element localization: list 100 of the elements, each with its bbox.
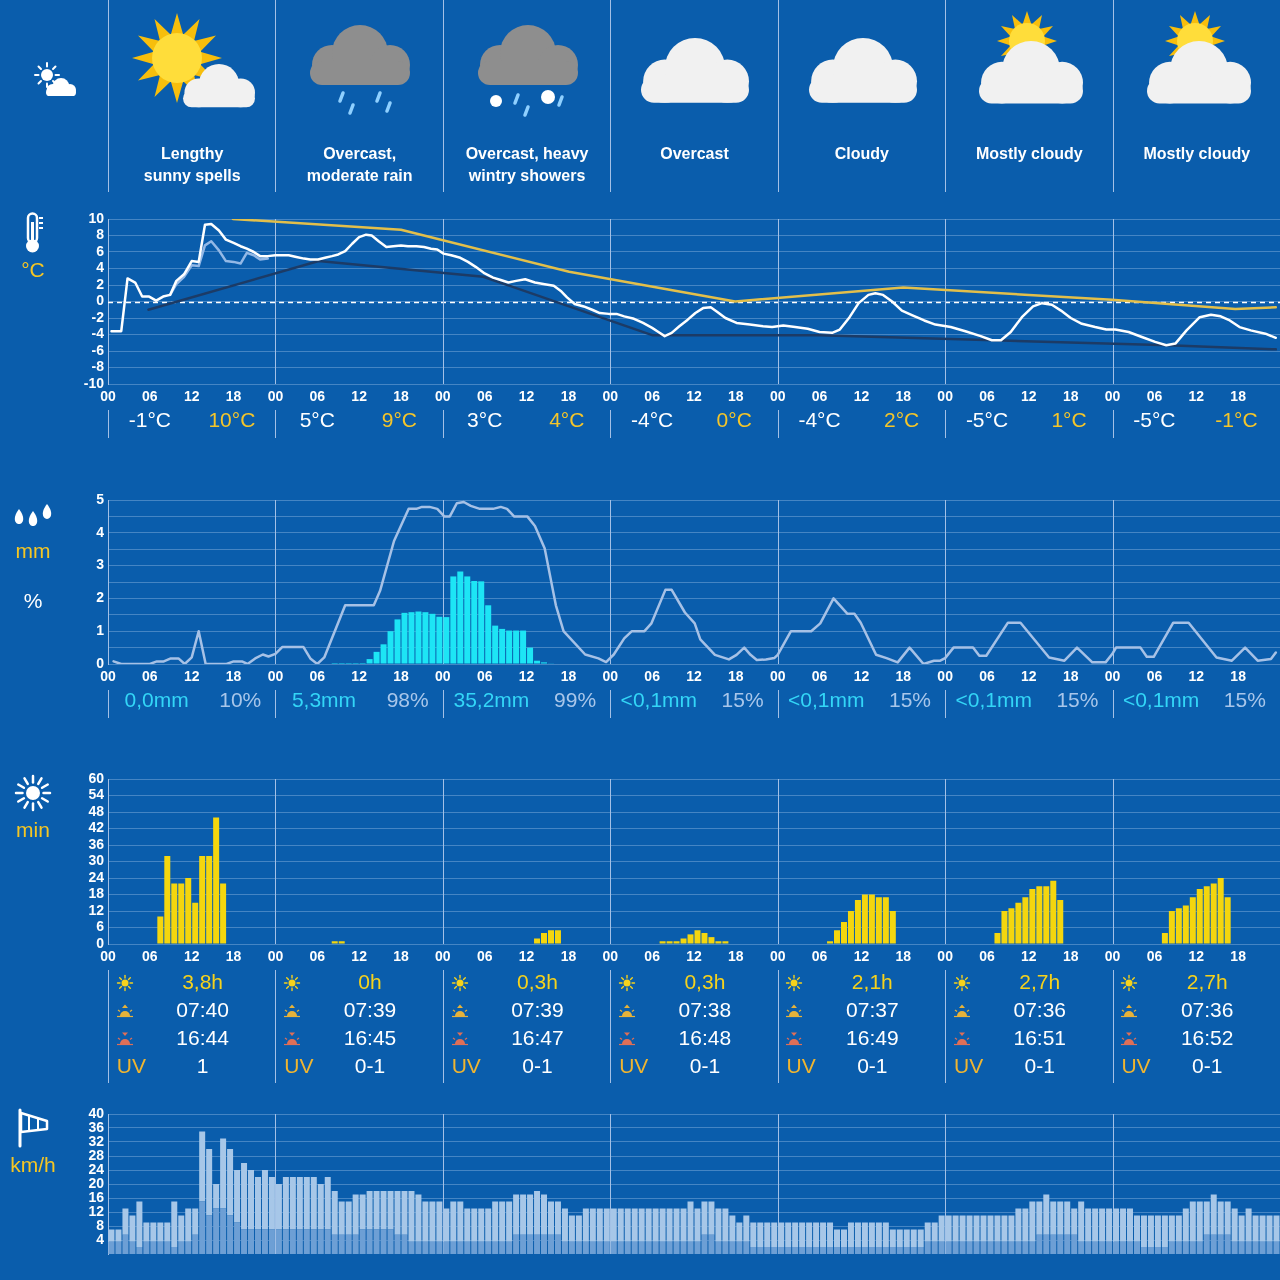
x-tick-label: 12	[686, 668, 702, 685]
text: Mostly cloudy	[976, 144, 1083, 164]
text: 16:48	[678, 1025, 732, 1049]
x-tick-label: 18	[393, 948, 409, 965]
y-tick-label: 24	[88, 1160, 105, 1177]
x-tick-label: 18	[1062, 948, 1079, 965]
x-tick-label: 12	[183, 668, 200, 685]
x-tick-label: 12	[686, 388, 702, 405]
x-tick-label: 06	[476, 948, 493, 965]
text: UV	[284, 1053, 314, 1077]
text: UV	[451, 1053, 481, 1077]
text: 5,3mm	[291, 687, 357, 711]
x-tick-label: 12	[518, 668, 535, 685]
y-tick-label: 0	[96, 292, 105, 309]
x-tick-label: 18	[1230, 948, 1247, 965]
x-tick-label: 18	[895, 668, 912, 685]
text: 07:36	[1180, 997, 1234, 1021]
y-tick-label: 36	[88, 1118, 105, 1135]
text: 07:39	[511, 997, 564, 1021]
x-tick-label: 00	[267, 668, 284, 685]
text: 99%	[554, 687, 597, 711]
text: UV	[953, 1053, 984, 1077]
text: 1	[196, 1053, 209, 1077]
x-tick-label: 00	[602, 668, 619, 685]
text: 0,3h	[517, 969, 558, 993]
x-tick-label: 12	[351, 388, 368, 405]
text: 16:44	[176, 1025, 230, 1049]
text: -5°C	[965, 407, 1009, 431]
text: 0,3h	[684, 969, 726, 993]
y-tick-label: 36	[88, 835, 105, 852]
text: 16:51	[1013, 1025, 1067, 1049]
y-tick-label: 32	[88, 1132, 105, 1149]
x-tick-label: 12	[518, 948, 535, 965]
x-tick-label: 18	[560, 948, 577, 965]
y-axis-title: km/h	[10, 1152, 56, 1176]
text: 0-1	[354, 1053, 386, 1077]
x-tick-label: 06	[1146, 948, 1163, 965]
text: 35,2mm	[453, 687, 530, 711]
text: 2,7h	[1019, 969, 1061, 993]
y-tick-label: 4	[96, 523, 105, 540]
y-tick-label: 0	[96, 934, 105, 951]
y-tick-label: 0	[96, 654, 105, 671]
text: 15%	[888, 687, 931, 711]
x-tick-label: 00	[267, 388, 284, 405]
y-tick-label: 10	[88, 209, 105, 226]
text: 0-1	[857, 1053, 888, 1077]
x-tick-label: 18	[895, 948, 912, 965]
text: <0,1mm	[620, 687, 698, 711]
y-tick-label: 60	[88, 769, 105, 786]
y-tick-label: -4	[91, 325, 105, 342]
y-tick-label: 12	[88, 1202, 105, 1219]
text: 15%	[1056, 687, 1099, 711]
y-axis-title: °C	[21, 257, 45, 281]
text: 1°C	[1051, 407, 1087, 431]
y-tick-label: 12	[88, 901, 105, 918]
text: 07:36	[1013, 997, 1067, 1021]
x-tick-label: 12	[1021, 948, 1037, 965]
x-tick-label: 00	[937, 388, 954, 405]
y-tick-label: 40	[88, 1104, 105, 1121]
text: Overcast, moderate rain	[306, 144, 413, 186]
x-tick-label: 12	[183, 388, 200, 405]
text: 3,8h	[182, 969, 224, 993]
text: 98%	[386, 687, 429, 711]
x-tick-label: 06	[309, 388, 326, 405]
text: 15%	[1223, 687, 1266, 711]
y-tick-label: -2	[91, 308, 105, 325]
x-tick-label: 00	[435, 388, 451, 405]
text: 16:49	[846, 1025, 899, 1049]
x-tick-label: 06	[142, 388, 158, 405]
text: 0-1	[522, 1053, 553, 1077]
x-tick-label: 18	[560, 388, 577, 405]
text: Overcast, heavy wintry showers	[465, 144, 589, 186]
text: <0,1mm	[955, 687, 1032, 711]
text: UV	[116, 1053, 147, 1077]
text: -1°C	[1215, 407, 1258, 431]
x-tick-label: 12	[853, 948, 870, 965]
y-tick-label: -6	[91, 341, 105, 358]
text: 2,1h	[851, 969, 893, 993]
x-tick-label: 12	[1188, 948, 1205, 965]
y-tick-label: 8	[96, 226, 105, 243]
x-tick-label: 00	[100, 948, 116, 965]
text: 0-1	[689, 1053, 721, 1077]
text: 07:38	[678, 997, 732, 1021]
text: -4°C	[631, 407, 674, 431]
x-tick-label: 12	[853, 388, 870, 405]
x-tick-label: 06	[644, 948, 661, 965]
y-tick-label: 4	[96, 1230, 105, 1247]
x-tick-label: 06	[309, 948, 326, 965]
x-tick-label: 18	[225, 668, 242, 685]
x-tick-label: 12	[1021, 668, 1037, 685]
y-axis-title: mm	[15, 538, 51, 562]
x-tick-label: 18	[393, 388, 409, 405]
text: Mostly cloudy	[1143, 144, 1251, 164]
y-tick-label: 30	[88, 852, 105, 869]
text: 0-1	[1024, 1053, 1055, 1077]
text: %	[23, 588, 43, 612]
x-tick-label: 06	[309, 668, 326, 685]
x-tick-label: 00	[435, 668, 451, 685]
x-tick-label: 06	[979, 668, 995, 685]
x-tick-label: 00	[769, 948, 786, 965]
